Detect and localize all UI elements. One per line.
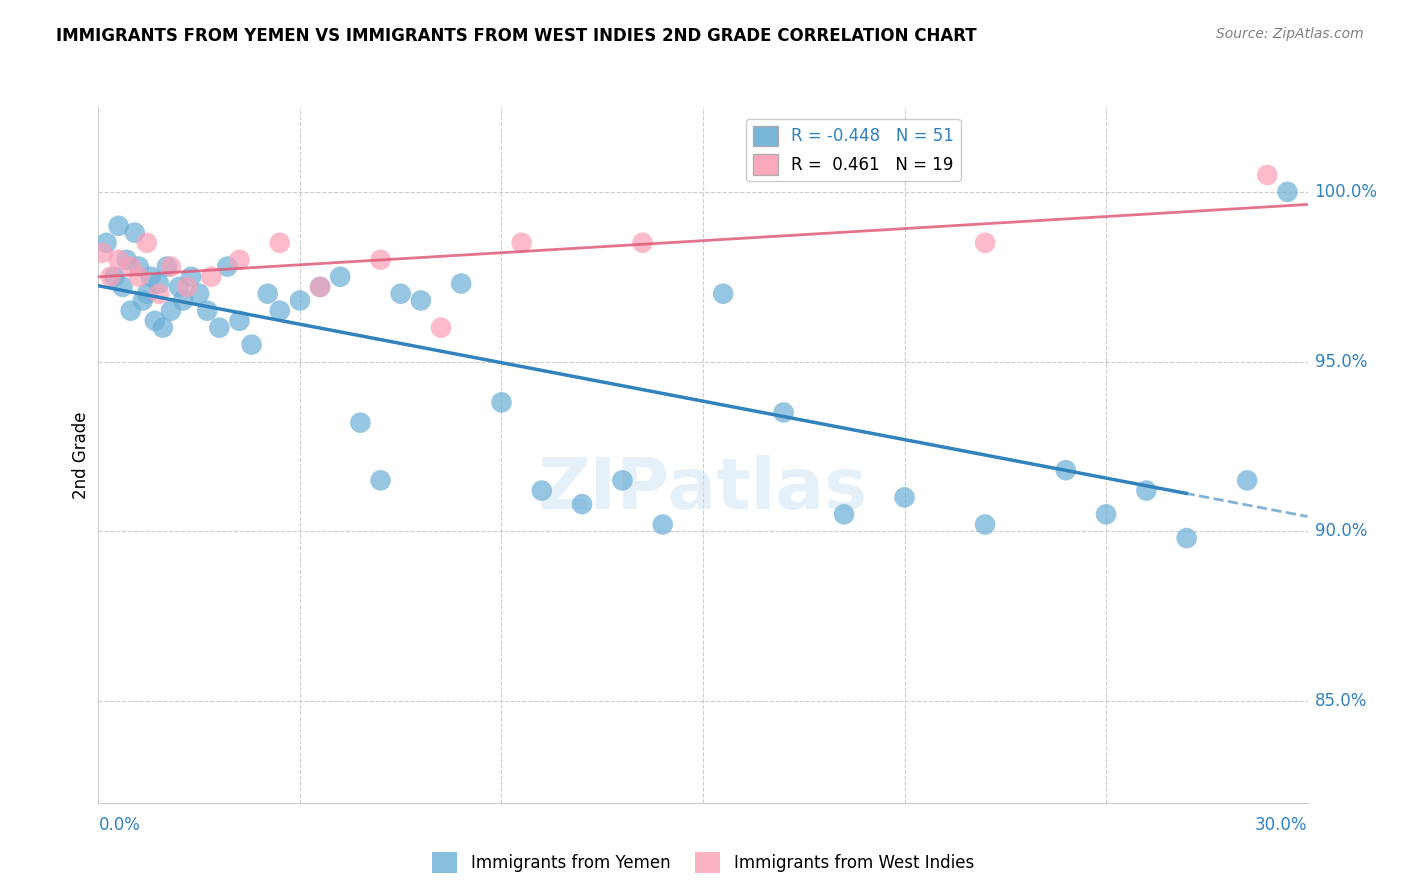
Point [107,219,129,233]
Point [631,235,654,250]
Text: 90.0%: 90.0% [1315,523,1367,541]
Point [309,280,332,294]
Point [430,320,453,334]
Point [128,260,150,274]
Point [256,286,278,301]
Text: 30.0%: 30.0% [1256,816,1308,834]
Point [329,269,352,284]
Point [370,252,392,267]
Point [228,314,250,328]
Point [772,405,794,419]
Point [370,474,392,488]
Point [1277,185,1299,199]
Point [91,246,114,260]
Point [128,269,150,284]
Point [167,280,190,294]
Point [571,497,593,511]
Point [120,303,142,318]
Point [651,517,673,532]
Text: 85.0%: 85.0% [1315,692,1367,710]
Point [1256,168,1278,182]
Point [510,235,533,250]
Legend: R = -0.448   N = 51, R =  0.461   N = 19: R = -0.448 N = 51, R = 0.461 N = 19 [747,119,960,181]
Point [176,280,198,294]
Point [120,260,142,274]
Point [288,293,311,308]
Text: ZIPatlas: ZIPatlas [538,455,868,524]
Text: 95.0%: 95.0% [1315,352,1367,370]
Point [612,474,634,488]
Point [893,491,915,505]
Point [450,277,472,291]
Point [269,235,291,250]
Point [132,293,155,308]
Point [124,226,146,240]
Point [195,303,218,318]
Point [491,395,513,409]
Point [135,286,157,301]
Point [135,235,157,250]
Point [409,293,432,308]
Point [711,286,734,301]
Point [180,269,202,284]
Point [217,260,239,274]
Point [974,235,997,250]
Point [228,252,250,267]
Text: Source: ZipAtlas.com: Source: ZipAtlas.com [1216,27,1364,41]
Point [143,314,166,328]
Point [172,293,194,308]
Point [103,269,125,284]
Point [1236,474,1258,488]
Text: 0.0%: 0.0% [98,816,141,834]
Point [188,286,211,301]
Point [139,269,162,284]
Point [349,416,371,430]
Text: IMMIGRANTS FROM YEMEN VS IMMIGRANTS FROM WEST INDIES 2ND GRADE CORRELATION CHART: IMMIGRANTS FROM YEMEN VS IMMIGRANTS FROM… [56,27,977,45]
Point [200,269,222,284]
Y-axis label: 2nd Grade: 2nd Grade [72,411,90,499]
Point [389,286,412,301]
Point [1054,463,1077,477]
Point [148,286,170,301]
Point [148,277,170,291]
Point [208,320,231,334]
Point [160,303,183,318]
Point [309,280,332,294]
Point [1175,531,1198,545]
Text: 100.0%: 100.0% [1315,183,1378,201]
Point [115,252,138,267]
Point [152,320,174,334]
Point [156,260,179,274]
Point [974,517,997,532]
Point [107,252,129,267]
Point [100,269,122,284]
Point [530,483,553,498]
Point [160,260,183,274]
Point [240,337,263,351]
Point [1135,483,1157,498]
Legend: Immigrants from Yemen, Immigrants from West Indies: Immigrants from Yemen, Immigrants from W… [426,846,980,880]
Point [832,508,855,522]
Point [111,280,134,294]
Point [269,303,291,318]
Point [96,235,118,250]
Point [1095,508,1118,522]
